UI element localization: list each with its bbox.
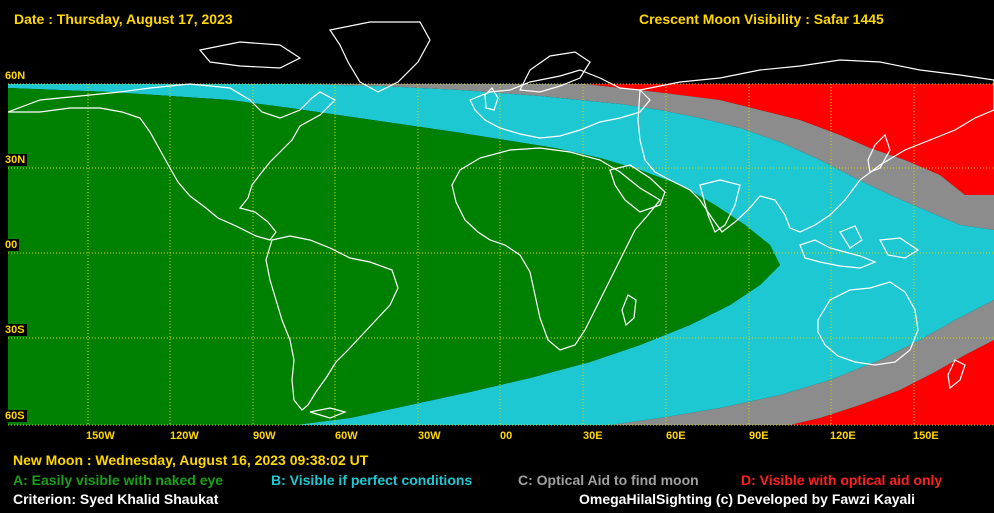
zone-c-north [300, 84, 994, 230]
lon-label-30e: 30E [583, 430, 603, 442]
legend-a: A: Easily visible with naked eye [13, 472, 224, 488]
lat-label-60n: 60N [3, 70, 28, 82]
lon-label-60w: 60W [335, 430, 358, 442]
lon-label-120w: 120W [170, 430, 199, 442]
credit-label: OmegaHilalSighting (c) Developed by Fawz… [579, 491, 916, 507]
zone-c-south [610, 300, 994, 425]
visibility-zones [8, 84, 994, 425]
lon-label-90e: 90E [749, 430, 769, 442]
lat-label-30s: 30S [3, 324, 27, 336]
zone-a [8, 88, 780, 425]
zone-b [8, 84, 994, 425]
lon-label-60e: 60E [666, 430, 686, 442]
coastlines [7, 21, 994, 419]
new-moon-label: New Moon : Wednesday, August 16, 2023 09… [13, 452, 369, 468]
lat-label-00: 00 [3, 239, 20, 251]
lon-label-30w: 30W [418, 430, 441, 442]
criterion-label: Criterion: Syed Khalid Shaukat [13, 491, 219, 507]
lat-label-60s: 60S [3, 410, 27, 422]
lon-label-120e: 120E [830, 430, 856, 442]
lon-label-150w: 150W [86, 430, 115, 442]
lon-label-90w: 90W [253, 430, 276, 442]
lon-label-00: 00 [500, 430, 513, 442]
legend-c: C: Optical Aid to find moon [518, 472, 699, 488]
graticule [8, 83, 994, 426]
lat-label-30n: 30N [3, 154, 28, 166]
legend-b: B: Visible if perfect conditions [271, 472, 473, 488]
zone-d-south [790, 340, 994, 425]
date-label: Date : Thursday, August 17, 2023 [14, 11, 233, 27]
legend-d: D: Visible with optical aid only [741, 472, 943, 488]
map-title: Crescent Moon Visibility : Safar 1445 [639, 11, 884, 27]
zone-d-north [585, 84, 994, 195]
lon-label-150e: 150E [913, 430, 939, 442]
